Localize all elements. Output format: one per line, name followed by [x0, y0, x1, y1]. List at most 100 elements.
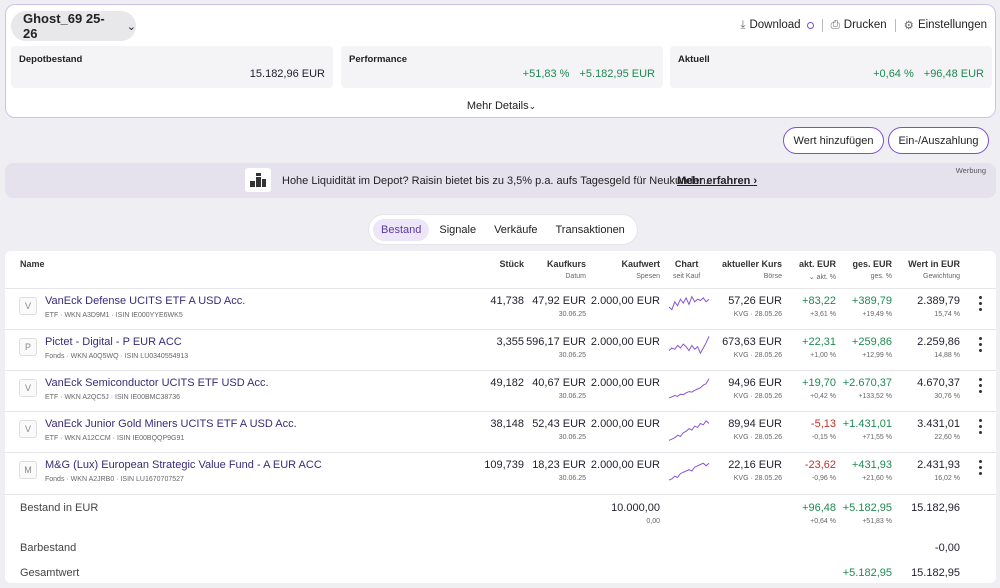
wert-cell: 2.259,86 14,88 %	[917, 336, 960, 359]
wert-cell: 3.431,01 22,60 %	[917, 418, 960, 441]
kaufkurs-cell: 47,92 EUR 30.06.25	[532, 295, 586, 318]
tab-signale[interactable]: Signale	[439, 223, 477, 236]
totals-label: Bestand in EUR	[20, 502, 99, 514]
wert-cell: 4.670,37 30,76 %	[917, 377, 960, 400]
tab-bestand[interactable]: Bestand	[373, 218, 430, 241]
deposit-withdraw-label: Ein-/Auszahlung	[898, 134, 979, 147]
performance-box: Performance +51,83 % +5.182,95 EUR	[341, 46, 663, 88]
cash-value: -0,00	[934, 542, 960, 554]
coins-icon	[245, 168, 271, 192]
ad-link-label: Mehr erfahren	[677, 175, 751, 187]
kaufwert-value: 2.000,00 EUR	[590, 377, 660, 389]
akt-cell: +83,22 +3,61 %	[802, 295, 836, 318]
new-indicator-icon	[806, 21, 814, 29]
asset-name[interactable]: VanEck Defense UCITS ETF A USD Acc.	[45, 295, 246, 307]
col-ges[interactable]: ges. EUR ges. %	[852, 259, 892, 280]
col-kaufkurs[interactable]: Kaufkurs Datum	[546, 259, 586, 280]
totals-kaufwert: 10.000,00 0,00	[611, 502, 660, 525]
totals-row	[5, 494, 996, 541]
depotbestand-box: Depotbestand 15.182,96 EUR	[11, 46, 333, 88]
wert-cell: 2.389,79 15,74 %	[917, 295, 960, 318]
ges-cell: +431,93 +21,60 %	[851, 459, 892, 482]
ad-banner: Hohe Liquidität im Depot? Raisin bietet …	[5, 163, 996, 198]
print-button[interactable]: ⎙ Drucken	[831, 19, 887, 32]
more-options-icon[interactable]	[977, 376, 983, 396]
stueck-value: 38,148	[490, 418, 524, 430]
chevron-right-icon: ›	[753, 175, 758, 187]
kaufwert-value: 2.000,00 EUR	[590, 295, 660, 307]
add-position-button[interactable]: Wert hinzufügen	[783, 127, 884, 154]
ad-link[interactable]: Mehr erfahren ›	[677, 175, 757, 187]
aktuell-label: Aktuell	[678, 54, 710, 65]
deposit-withdraw-button[interactable]: Ein-/Auszahlung	[888, 127, 989, 154]
chevron-down-icon: ⌄	[528, 101, 537, 111]
akt-cell: -23,62 -0,96 %	[804, 459, 836, 482]
stueck-value: 109,739	[484, 459, 524, 471]
grand-total-ges: +5.182,95	[842, 567, 892, 579]
asset-avatar: V	[19, 420, 37, 438]
more-details-link[interactable]: Mehr Details⌄	[6, 100, 997, 112]
stueck-value: 3,355	[496, 336, 524, 348]
col-name[interactable]: Name	[20, 259, 45, 269]
tab-transaktionen[interactable]: Transaktionen	[555, 223, 625, 236]
col-stueck[interactable]: Stück	[499, 259, 524, 269]
asset-name[interactable]: VanEck Junior Gold Miners UCITS ETF A US…	[45, 418, 297, 430]
ges-cell: +1.431,01 +71,55 %	[842, 418, 892, 441]
ges-cell: +2.670,37 +133,52 %	[842, 377, 892, 400]
kaufwert-value: 2.000,00 EUR	[590, 336, 660, 348]
table-row[interactable]: V VanEck Junior Gold Miners UCITS ETF A …	[5, 411, 996, 452]
asset-meta: Fonds · WKN A0Q5WQ · ISIN LU0340554913	[45, 353, 189, 360]
performance-label: Performance	[349, 54, 408, 65]
depot-name: Ghost_69 25-26	[23, 11, 105, 41]
more-options-icon[interactable]	[977, 335, 983, 355]
settings-button[interactable]: ⚙ Einstellungen	[904, 18, 987, 32]
col-kurs[interactable]: aktueller Kurs Börse	[721, 259, 782, 280]
performance-abs: +5.182,95 EUR	[579, 68, 655, 80]
table-row[interactable]: V VanEck Semiconductor UCITS ETF USD Acc…	[5, 370, 996, 411]
kaufwert-value: 2.000,00 EUR	[590, 418, 660, 430]
kaufkurs-cell: 596,17 EUR 30.06.25	[526, 336, 586, 359]
aktuell-abs: +96,48 EUR	[923, 68, 984, 80]
sparkline-chart	[668, 295, 710, 311]
asset-avatar: V	[19, 379, 37, 397]
depotbestand-value: 15.182,96 EUR	[249, 68, 325, 80]
ges-cell: +389,79 +19,49 %	[851, 295, 892, 318]
more-options-icon[interactable]	[977, 417, 983, 437]
kurs-cell: 57,26 EUR KVG · 28.05.26	[728, 295, 782, 318]
toolbar-divider	[821, 18, 823, 32]
asset-name[interactable]: M&G (Lux) European Strategic Value Fund …	[45, 459, 322, 471]
download-label: Download	[749, 19, 801, 31]
add-position-label: Wert hinzufügen	[793, 134, 874, 147]
col-akt[interactable]: akt. EUR ⌄ akt. %	[798, 259, 836, 281]
download-icon: ⤓	[740, 18, 746, 31]
asset-meta: Fonds · WKN A2JRB0 · ISIN LU1670707527	[45, 476, 184, 483]
depotbestand-label: Depotbestand	[19, 54, 83, 65]
cash-label: Barbestand	[20, 542, 77, 554]
tab-verkaeufe[interactable]: Verkäufe	[494, 223, 538, 236]
more-options-icon[interactable]	[977, 458, 983, 478]
akt-cell: +22,31 +1,00 %	[802, 336, 836, 359]
table-row[interactable]: M M&G (Lux) European Strategic Value Fun…	[5, 452, 996, 493]
akt-cell: +19,70 +0,42 %	[802, 377, 836, 400]
kaufkurs-cell: 18,23 EUR 30.06.25	[532, 459, 586, 482]
grand-total-value: 15.182,95	[911, 567, 960, 579]
table-row[interactable]: P Pictet - Digital - P EUR ACC Fonds · W…	[5, 329, 996, 370]
col-chart: Chart seit Kauf	[673, 259, 701, 280]
kurs-cell: 89,94 EUR KVG · 28.05.26	[728, 418, 782, 441]
kurs-cell: 22,16 EUR KVG · 28.05.26	[728, 459, 782, 482]
asset-name[interactable]: Pictet - Digital - P EUR ACC	[45, 336, 182, 348]
more-options-icon[interactable]	[977, 294, 983, 314]
kurs-cell: 94,96 EUR KVG · 28.05.26	[728, 377, 782, 400]
kaufkurs-cell: 40,67 EUR 30.06.25	[532, 377, 586, 400]
asset-name[interactable]: VanEck Semiconductor UCITS ETF USD Acc.	[45, 377, 269, 389]
asset-avatar: M	[19, 461, 37, 479]
asset-meta: ETF · WKN A2QC5J · ISIN IE00BMC38736	[45, 394, 180, 401]
depot-selector[interactable]: Ghost_69 25-26 ⌄	[11, 11, 136, 41]
totals-ges: +5.182,95 +51,83 %	[842, 502, 892, 525]
table-row[interactable]: V VanEck Defense UCITS ETF A USD Acc. ET…	[5, 288, 996, 329]
asset-avatar: P	[19, 338, 37, 356]
download-button[interactable]: ⤓ Download	[740, 18, 814, 32]
gear-icon: ⚙	[903, 20, 914, 32]
col-kaufwert[interactable]: Kaufwert Spesen	[621, 259, 660, 280]
col-wert[interactable]: Wert in EUR Gewichtung	[908, 259, 960, 280]
